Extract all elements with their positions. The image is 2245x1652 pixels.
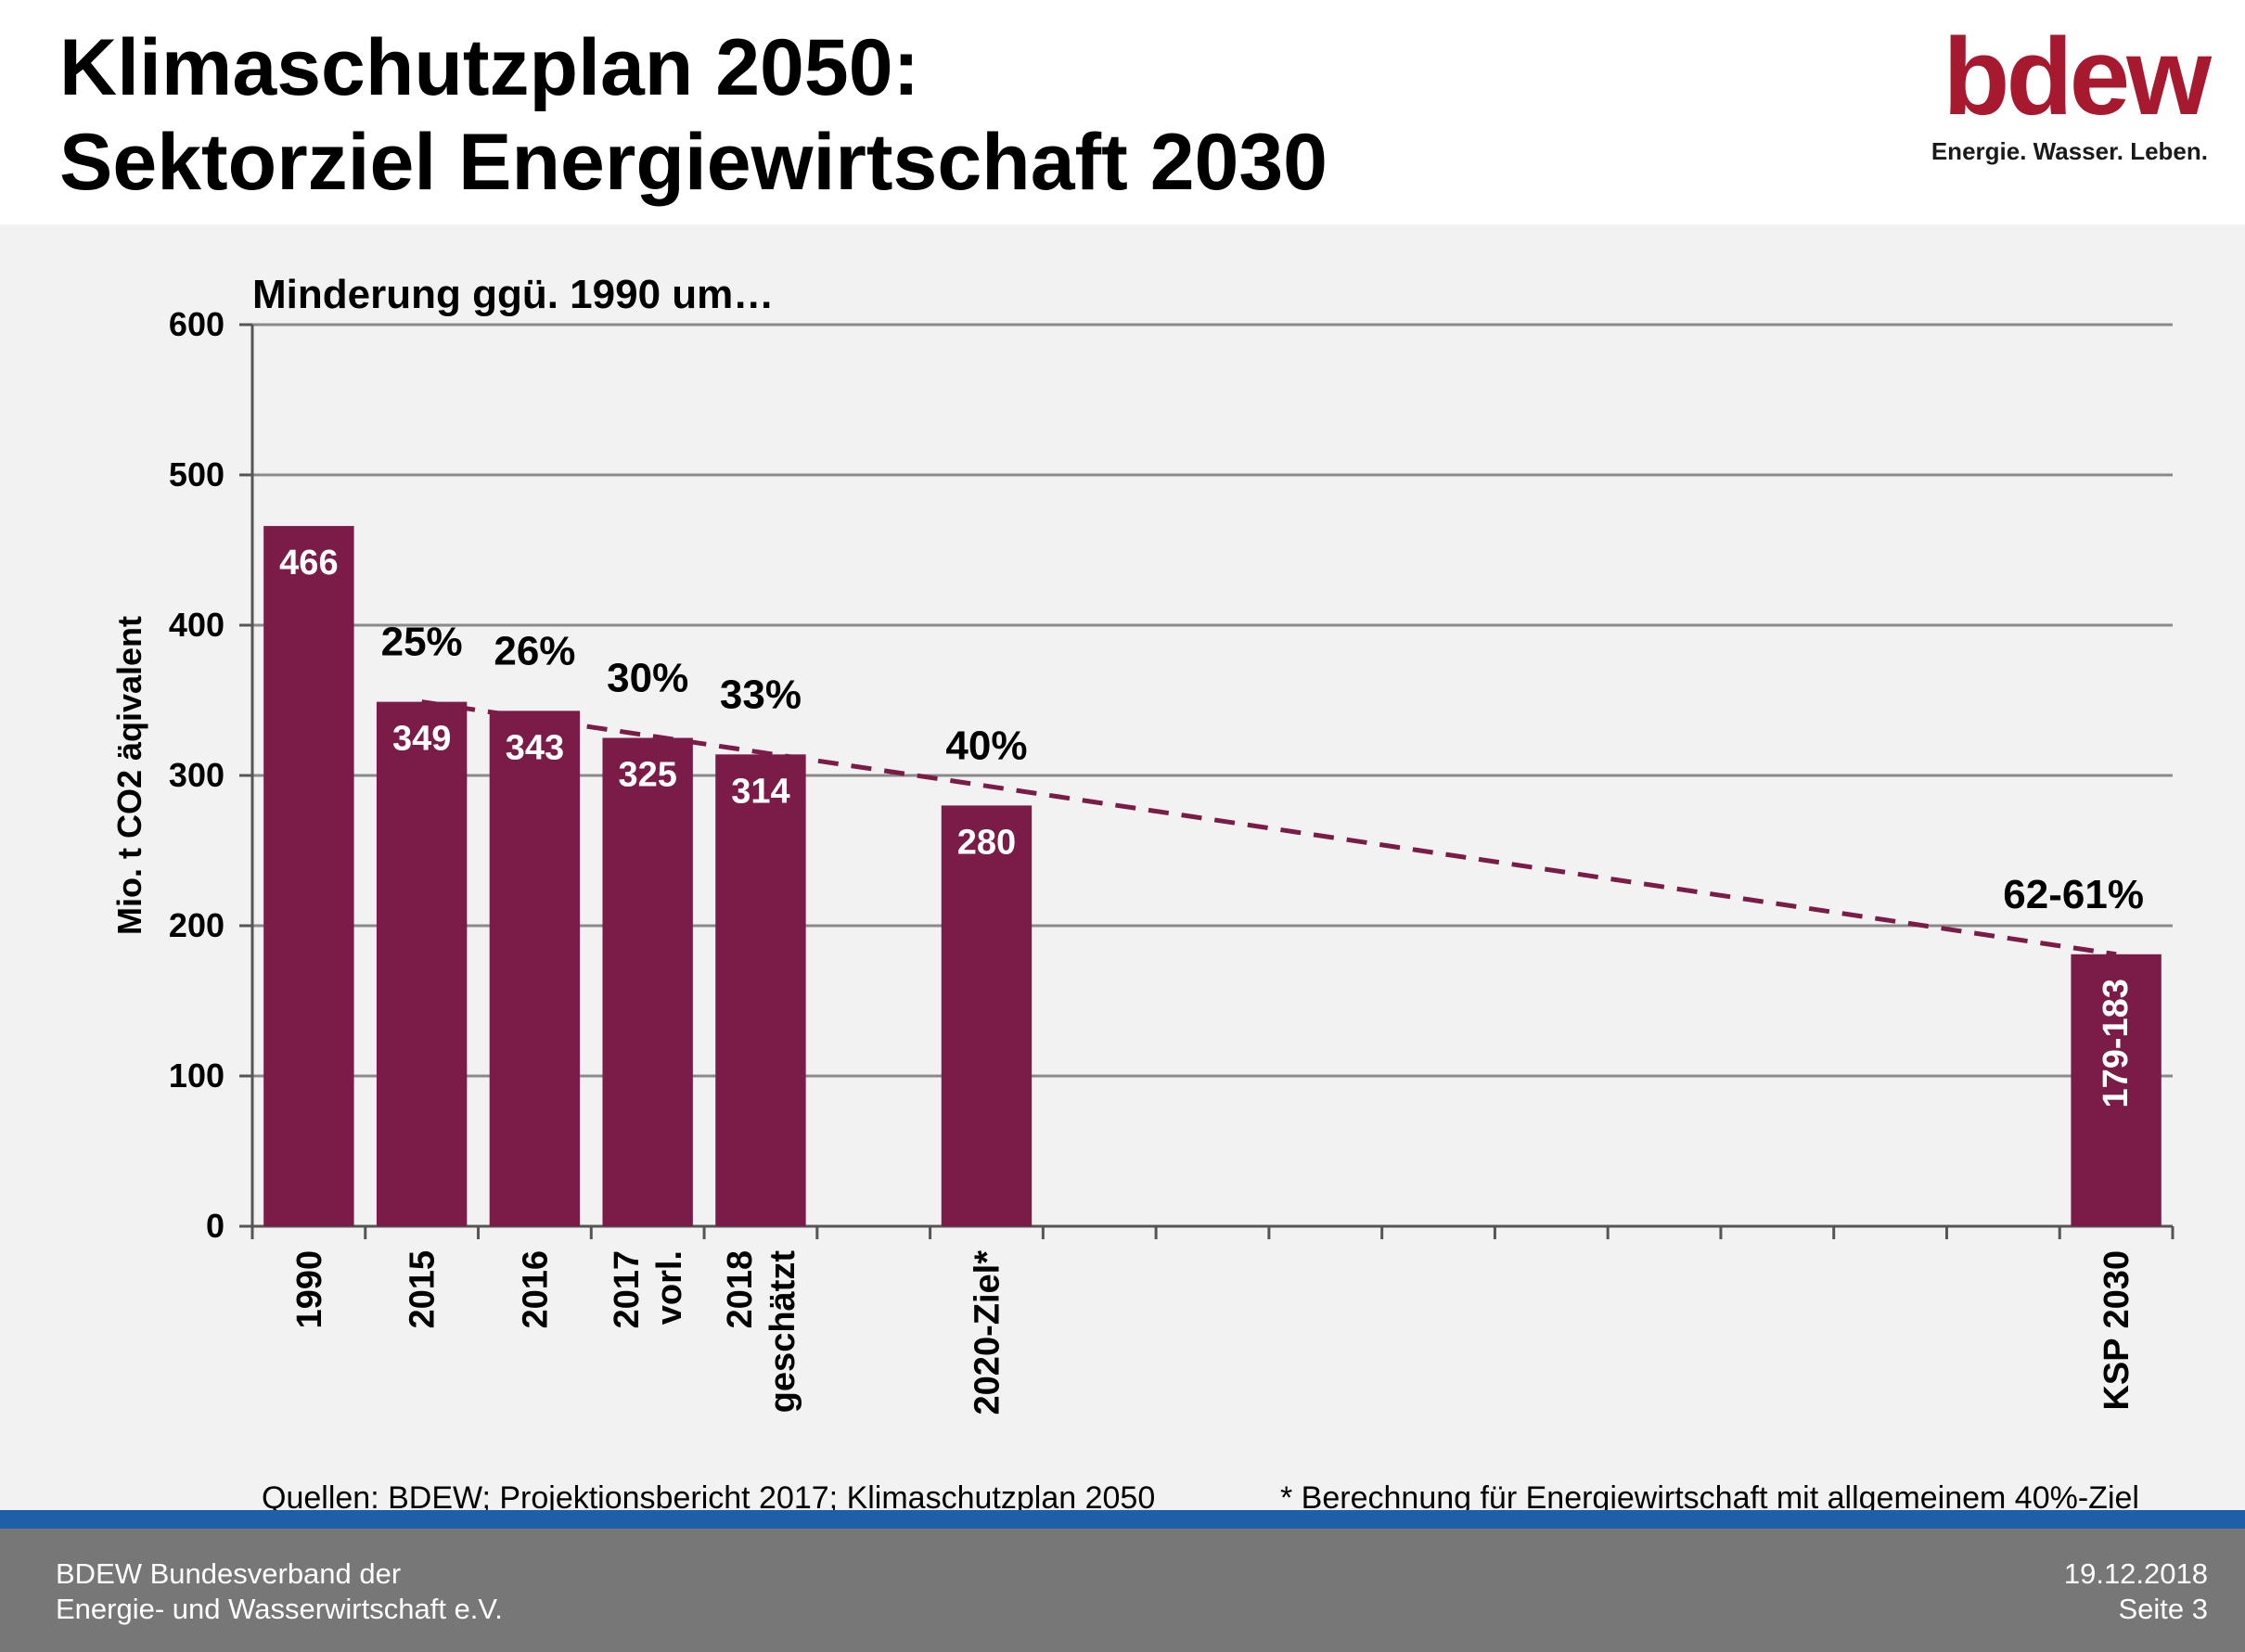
reduction-percent-label: 62-61% xyxy=(2003,872,2144,917)
bar-value-label: 325 xyxy=(618,756,676,795)
reduction-percent-label: 25% xyxy=(381,620,463,665)
bar-5 xyxy=(715,754,806,1226)
footnote: * Berechnung für Energiewirtschaft mit a… xyxy=(1280,1480,2139,1516)
x-category-label-line: 2015 xyxy=(404,1250,443,1329)
x-category-label: 2020-Ziel* xyxy=(968,1250,1007,1415)
bar-17 xyxy=(2071,954,2162,1226)
y-tick-label: 500 xyxy=(169,455,224,493)
bar-value-label: 343 xyxy=(506,728,564,767)
slide-header: Klimaschutzplan 2050: Sektorziel Energie… xyxy=(0,0,2245,224)
x-category-label-line: geschätzt xyxy=(763,1250,802,1414)
footer-accent-bar xyxy=(0,1510,2245,1529)
title-line-2: Sektorziel Energiewirtschaft 2030 xyxy=(59,118,1328,207)
bar-value-label: 314 xyxy=(731,772,789,811)
footer-page-number: Seite 3 xyxy=(2118,1593,2208,1625)
y-tick-label: 100 xyxy=(169,1057,224,1095)
bar-value-label: 349 xyxy=(392,720,451,759)
bar-value-label: 466 xyxy=(279,544,338,583)
x-category-label: 2015 xyxy=(404,1250,443,1329)
footer-org-line-2: Energie- und Wasserwirtschaft e.V. xyxy=(56,1593,503,1625)
y-tick-label: 200 xyxy=(169,906,224,944)
x-category-label: 1990 xyxy=(290,1250,329,1329)
y-tick-label: 300 xyxy=(169,756,224,794)
bar-3 xyxy=(489,711,581,1226)
reduction-percent-label: 30% xyxy=(607,656,688,701)
x-category-label-line: 2017 xyxy=(608,1250,647,1329)
y-tick-label: 0 xyxy=(206,1207,224,1245)
y-tick-label: 600 xyxy=(169,305,224,343)
sources-note: Quellen: BDEW; Projektionsbericht 2017; … xyxy=(262,1480,1156,1516)
footer-meta: 19.12.2018 Seite 3 xyxy=(2064,1556,2208,1627)
x-category-label-line: 2018 xyxy=(721,1250,760,1329)
footer-organization: BDEW Bundesverband der Energie- und Wass… xyxy=(56,1556,503,1627)
bar-value-label: 179-183 xyxy=(2097,979,2136,1108)
x-category-label-line: 2016 xyxy=(516,1250,555,1329)
x-category-label-line: vorl. xyxy=(650,1250,689,1325)
bdew-logo: bdew Energie. Wasser. Leben. xyxy=(1930,16,2212,174)
chart-title: Minderung ggü. 1990 um… xyxy=(252,272,774,317)
bar-2 xyxy=(376,701,468,1226)
bar-4 xyxy=(602,737,693,1226)
y-tick-label: 400 xyxy=(169,606,224,644)
logo-wordmark: bdew xyxy=(1943,16,2212,138)
x-category-label-line: 2020-Ziel* xyxy=(968,1250,1007,1415)
slide-footer: BDEW Bundesverband der Energie- und Wass… xyxy=(0,1529,2245,1652)
x-category-label: 2016 xyxy=(516,1250,555,1329)
reduction-percent-label: 40% xyxy=(945,723,1027,768)
bar-1 xyxy=(263,526,354,1226)
x-category-label: 2018 geschätzt xyxy=(721,1250,802,1414)
footer-date: 19.12.2018 xyxy=(2063,1557,2208,1590)
chart-panel: 0 100 200 300 400 500 600 Minderung ggü. 1990 u… xyxy=(0,224,2245,1516)
bar-value-label: 280 xyxy=(957,823,1016,862)
title-line-1: Klimaschutzplan 2050: xyxy=(59,23,920,112)
bar-7 xyxy=(941,805,1033,1226)
emissions-bar-chart: 0 100 200 300 400 500 600 Minderung ggü. 1990 u… xyxy=(110,272,2174,1415)
trend-line xyxy=(421,699,2117,957)
footer-org-line-1: BDEW Bundesverband der xyxy=(56,1557,402,1590)
slide-title: Klimaschutzplan 2050: Sektorziel Energie… xyxy=(59,20,1328,210)
x-category-label-line: KSP 2030 xyxy=(2097,1250,2136,1411)
x-category-label: KSP 2030 xyxy=(2097,1250,2136,1411)
y-axis-label: Mio. t CO2 äqivalent xyxy=(110,616,148,935)
reduction-percent-label: 33% xyxy=(720,672,802,717)
reduction-percent-label: 26% xyxy=(494,628,575,673)
x-category-label-line: 1990 xyxy=(290,1250,329,1329)
x-category-label: 2017 vorl. xyxy=(608,1250,689,1329)
logo-tagline: Energie. Wasser. Leben. xyxy=(1931,137,2208,165)
